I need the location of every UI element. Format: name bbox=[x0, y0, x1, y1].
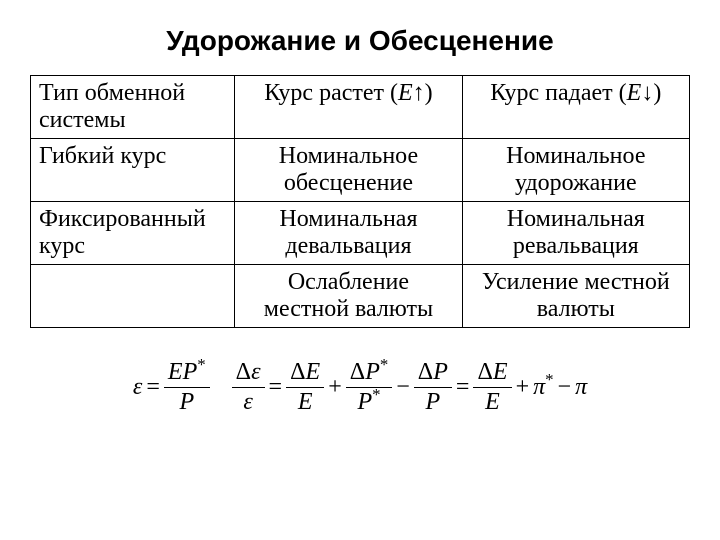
down-arrow-icon: ↓ bbox=[641, 80, 653, 106]
table-header-row: Тип обменной системы Курс растет (E↑) Ку… bbox=[31, 76, 690, 139]
cell: Усиление местной валюты bbox=[462, 265, 689, 328]
cell: Гибкий курс bbox=[31, 139, 235, 202]
table-row: Гибкий курс Номинальное обесценение Номи… bbox=[31, 139, 690, 202]
formula-part-1: ε = EP* P bbox=[133, 358, 210, 417]
header-col1: Тип обменной системы bbox=[31, 76, 235, 139]
cell: Номинальная ревальвация bbox=[462, 202, 689, 265]
cell: Номинальное удорожание bbox=[462, 139, 689, 202]
formula: ε = EP* P Δε ε = ΔE E + ΔP* P* − ΔP P = … bbox=[30, 358, 690, 417]
cell: Номинальное обесценение bbox=[235, 139, 462, 202]
table-row: Ослабление местной валюты Усиление местн… bbox=[31, 265, 690, 328]
exchange-rate-table: Тип обменной системы Курс растет (E↑) Ку… bbox=[30, 75, 690, 328]
cell bbox=[31, 265, 235, 328]
page-title: Удорожание и Обесценение bbox=[30, 25, 690, 57]
table-row: Фиксированный курс Номинальная девальвац… bbox=[31, 202, 690, 265]
up-arrow-icon: ↑ bbox=[413, 80, 425, 106]
header-col2: Курс растет (E↑) bbox=[235, 76, 462, 139]
header-col3: Курс падает (E↓) bbox=[462, 76, 689, 139]
cell: Номинальная девальвация bbox=[235, 202, 462, 265]
formula-part-2: Δε ε = ΔE E + ΔP* P* − ΔP P = ΔE E + π* … bbox=[232, 358, 587, 417]
cell: Фиксированный курс bbox=[31, 202, 235, 265]
cell: Ослабление местной валюты bbox=[235, 265, 462, 328]
